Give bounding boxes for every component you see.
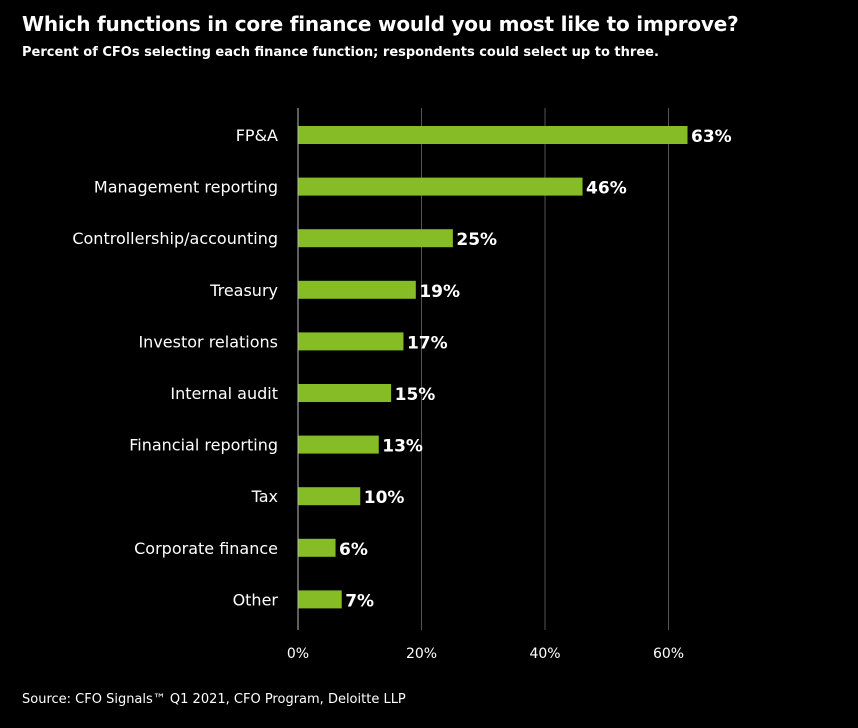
bar	[298, 590, 342, 609]
bar	[298, 487, 361, 506]
bar	[298, 126, 688, 144]
x-tick-label: 0%	[287, 646, 309, 662]
bar	[298, 384, 392, 402]
category-label: Controllership/accounting	[72, 229, 278, 248]
data-label: 17%	[407, 333, 448, 353]
x-tick-label: 40%	[529, 646, 560, 662]
source-note: Source: CFO Signals™ Q1 2021, CFO Progra…	[22, 692, 406, 707]
bar	[298, 538, 336, 557]
x-tick-label: 20%	[406, 646, 437, 662]
data-label: 7%	[345, 591, 374, 611]
data-label: 15%	[395, 385, 436, 405]
data-label: 63%	[691, 127, 732, 147]
bar	[298, 332, 404, 351]
data-label: 13%	[382, 437, 423, 457]
bar	[298, 177, 583, 196]
bar	[298, 435, 379, 454]
bar	[298, 280, 416, 299]
category-label: Internal audit	[170, 384, 278, 403]
data-label: 10%	[364, 488, 405, 508]
bar	[298, 229, 453, 248]
category-label: Investor relations	[138, 332, 278, 351]
data-label: 6%	[339, 540, 368, 560]
chart-subtitle: Percent of CFOs selecting each finance f…	[22, 45, 659, 60]
data-label: 46%	[586, 179, 627, 199]
chart-title: Which functions in core finance would yo…	[22, 12, 739, 36]
category-label: Financial reporting	[129, 436, 278, 455]
category-label: Management reporting	[94, 178, 278, 197]
category-label: Corporate finance	[134, 539, 278, 558]
category-label: Other	[233, 590, 279, 609]
data-label: 25%	[456, 230, 497, 250]
data-label: 19%	[419, 282, 460, 302]
category-label: Treasury	[209, 281, 278, 300]
x-tick-label: 60%	[653, 646, 684, 662]
category-label: Tax	[251, 487, 278, 506]
category-label: FP&A	[236, 126, 278, 145]
